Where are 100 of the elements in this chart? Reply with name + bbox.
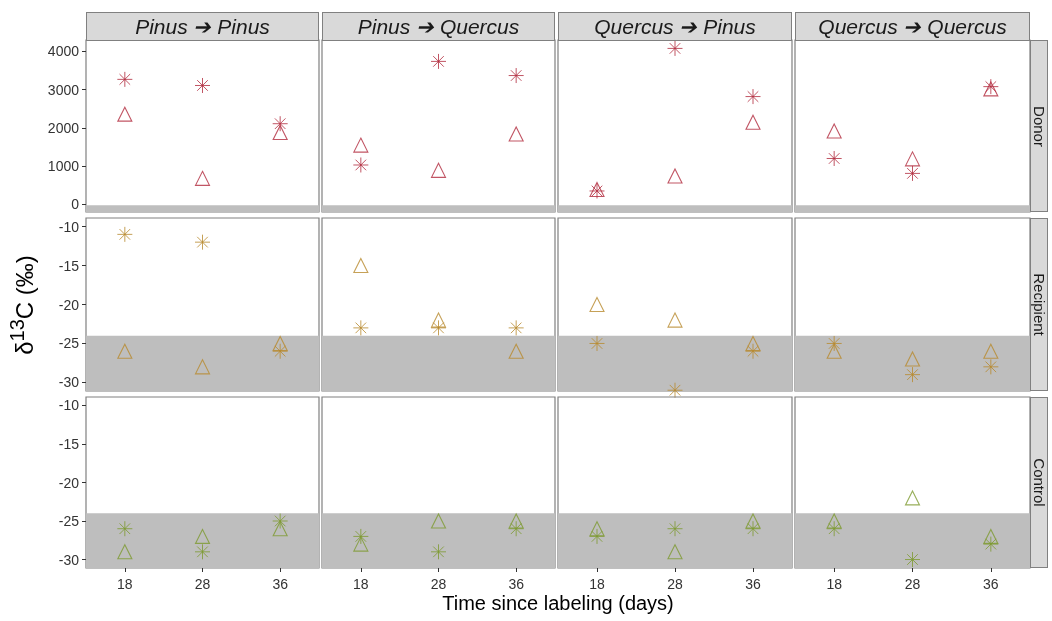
- point: [983, 528, 999, 544]
- point: [745, 335, 761, 352]
- x-tick-label: 36: [272, 576, 289, 592]
- y-tick-label: -25: [58, 335, 80, 352]
- point: [589, 521, 605, 537]
- y-tick-label: -20: [58, 474, 80, 491]
- point: [430, 53, 447, 70]
- point: [272, 124, 288, 141]
- point: [904, 366, 921, 383]
- point: [826, 520, 843, 537]
- point: [352, 156, 369, 173]
- x-tick-label: 18: [589, 576, 605, 592]
- x-axis-title: Time since labeling (days): [442, 592, 674, 615]
- point: [194, 234, 211, 251]
- x-tick-label: 18: [117, 576, 133, 592]
- point: [508, 67, 525, 84]
- point: [745, 114, 761, 130]
- point: [508, 513, 524, 529]
- point: [353, 257, 369, 274]
- point: [353, 536, 369, 552]
- y-tick-label: -10: [58, 218, 80, 235]
- point: [194, 543, 211, 560]
- point: [194, 359, 211, 375]
- point: [589, 335, 605, 352]
- x-tick-label: 36: [745, 576, 761, 592]
- point: [745, 88, 761, 105]
- y-tick-label: -20: [58, 296, 80, 313]
- point: [116, 226, 133, 243]
- x-tick-label: 28: [904, 576, 921, 592]
- point: [272, 521, 288, 537]
- x-tick-label: 28: [194, 576, 211, 592]
- point: [272, 115, 289, 132]
- x-tick-label: 18: [826, 576, 843, 592]
- point: [272, 513, 289, 530]
- y-tick-label: 1000: [47, 158, 80, 175]
- point: [116, 71, 133, 88]
- point: [904, 351, 921, 367]
- point: [117, 544, 133, 560]
- chart-title: Quercus ➔ Pinus: [558, 12, 792, 41]
- point: [667, 520, 683, 537]
- x-tick-label: 36: [983, 576, 999, 592]
- point: [826, 343, 842, 359]
- x-tick-label: 18: [353, 576, 369, 592]
- x-tick-label: 28: [430, 576, 447, 592]
- point: [430, 312, 447, 328]
- point: [430, 162, 447, 178]
- point: [667, 544, 683, 560]
- x-tick-label: 36: [508, 576, 525, 592]
- point: [116, 520, 133, 537]
- point: [667, 382, 683, 399]
- text: Control: [1030, 458, 1048, 507]
- y-tick-label: -30: [58, 374, 80, 391]
- point: [982, 536, 999, 553]
- x-tick-label: 28: [667, 576, 683, 592]
- point: [508, 343, 524, 359]
- point: [430, 543, 447, 560]
- point: [194, 170, 211, 186]
- point: [272, 335, 288, 352]
- point: [117, 106, 133, 122]
- point: [826, 123, 842, 139]
- point: [667, 40, 683, 57]
- point: [117, 343, 133, 359]
- point: [589, 528, 605, 545]
- point: [904, 490, 921, 506]
- point: [352, 319, 369, 336]
- point: [826, 335, 843, 352]
- point: [430, 319, 447, 336]
- point: [508, 319, 525, 336]
- point: [194, 528, 211, 544]
- y-tick-label: -25: [58, 513, 80, 530]
- y-tick-label: -30: [58, 551, 80, 568]
- point: [745, 520, 761, 537]
- point: [353, 137, 369, 153]
- point: [667, 312, 683, 328]
- y-tick-label: 0: [71, 196, 80, 213]
- point: [826, 513, 842, 529]
- y-tick-label: 4000: [47, 43, 80, 60]
- point: [983, 343, 999, 359]
- y-tick-label: -15: [58, 435, 80, 452]
- y-tick-label: -10: [58, 397, 80, 414]
- point: [589, 296, 605, 313]
- y-tick-label: 3000: [47, 81, 80, 98]
- point: [826, 150, 843, 167]
- chart-title: Pinus ➔ Quercus: [322, 12, 555, 41]
- point: [745, 513, 761, 529]
- chart-title: Pinus ➔ Pinus: [86, 12, 319, 41]
- text: Donor: [1030, 105, 1048, 147]
- point: [430, 513, 447, 529]
- point: [667, 168, 683, 184]
- point: [904, 165, 921, 182]
- point: [272, 343, 289, 360]
- point: [352, 528, 369, 545]
- text: Recipient: [1030, 273, 1048, 336]
- point: [508, 126, 524, 142]
- chart-title: Quercus ➔ Quercus: [795, 12, 1030, 41]
- point: [508, 520, 525, 537]
- point: [982, 358, 999, 375]
- point: [904, 151, 921, 167]
- y-tick-label: -15: [58, 257, 80, 274]
- y-tick-label: 2000: [47, 119, 80, 136]
